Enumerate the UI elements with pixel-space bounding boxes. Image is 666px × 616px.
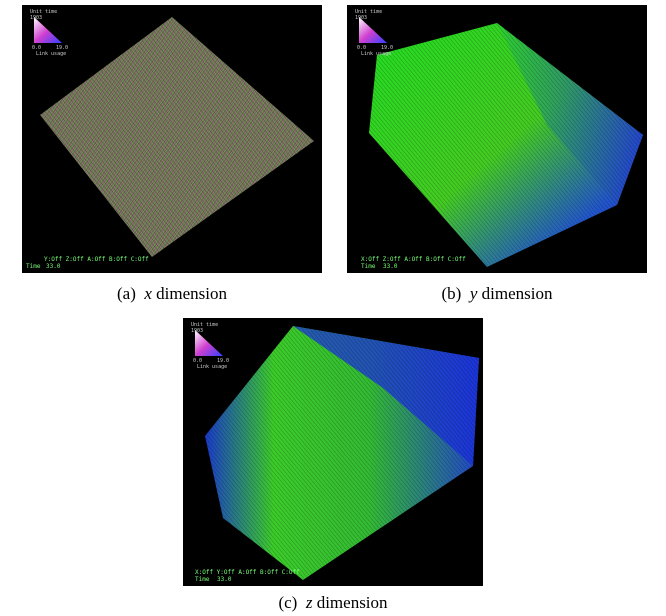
caption-a: (a) x dimension (22, 284, 322, 304)
caption-c: (c) z dimension (183, 593, 483, 613)
legend-max: 1903 (30, 15, 42, 21)
time-label: Time (26, 263, 41, 270)
visualization: Unit time 1903 0.0 19.0 Link usage X:Off… (183, 318, 483, 586)
page: Unit time 1903 0.0 19.0 Link usage Y:Off… (0, 0, 666, 616)
variable: z (306, 593, 313, 612)
panel-c: Unit time 1903 0.0 19.0 Link usage X:Off… (183, 318, 483, 586)
time-value: 33.0 (383, 263, 398, 270)
word: dimension (482, 284, 553, 303)
visualization: Unit time 1903 0.0 19.0 Link usage X:Off… (347, 5, 647, 273)
legend-axis: Link usage (36, 51, 66, 57)
status: X:Off Y:Off A:Off B:Off C:Off (195, 569, 300, 576)
label: (c) (278, 593, 297, 612)
legend-axis: Link usage (361, 51, 391, 57)
word: dimension (156, 284, 227, 303)
legend-axis: Link usage (197, 364, 227, 370)
caption-b: (b) y dimension (347, 284, 647, 304)
panel-a: Unit time 1903 0.0 19.0 Link usage Y:Off… (22, 5, 322, 273)
label: (b) (442, 284, 462, 303)
variable: y (470, 284, 478, 303)
time-value: 33.0 (46, 263, 61, 270)
legend-max: 1903 (191, 328, 203, 334)
time-label: Time (195, 576, 210, 583)
time-value: 33.0 (217, 576, 232, 583)
legend-max: 1903 (355, 15, 367, 21)
visualization: Unit time 1903 0.0 19.0 Link usage Y:Off… (22, 5, 322, 273)
time-label: Time (361, 263, 376, 270)
status: X:Off Z:Off A:Off B:Off C:Off (361, 256, 466, 263)
label: (a) (117, 284, 136, 303)
status: Y:Off Z:Off A:Off B:Off C:Off (44, 256, 149, 263)
variable: x (144, 284, 152, 303)
word: dimension (317, 593, 388, 612)
panel-b: Unit time 1903 0.0 19.0 Link usage X:Off… (347, 5, 647, 273)
